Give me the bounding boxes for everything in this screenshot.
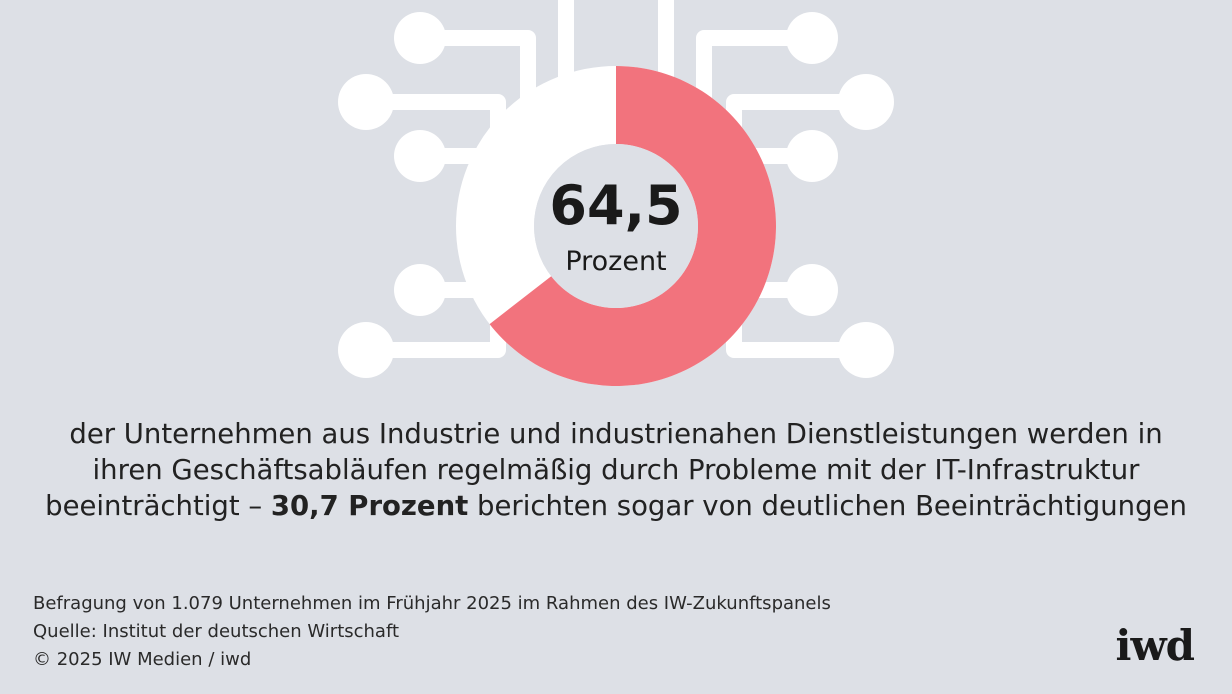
survey-note: Befragung von 1.079 Unternehmen im Frühj… xyxy=(33,593,831,614)
circuit-chip-icon xyxy=(338,0,894,378)
donut-chart: 64,5 Prozent xyxy=(338,0,894,386)
circuit-pad xyxy=(394,264,446,316)
caption: der Unternehmen aus Industrie und indust… xyxy=(30,416,1202,524)
copyright-note: © 2025 IW Medien / iwd xyxy=(33,649,252,670)
caption-line-3-start: beeinträchtigt – xyxy=(45,490,271,522)
circuit-pad xyxy=(838,74,894,130)
caption-line-3-end: berichten sogar von deutlichen Beeinträc… xyxy=(468,490,1187,522)
circuit-pad xyxy=(838,322,894,378)
circuit-trace xyxy=(696,30,812,110)
caption-line-3: beeinträchtigt – 30,7 Prozent berichten … xyxy=(30,488,1202,524)
circuit-pad xyxy=(394,12,446,64)
donut-hole xyxy=(534,144,698,308)
center-unit: Prozent xyxy=(565,246,666,277)
donut-segment-value xyxy=(489,65,777,386)
center-value: 64,5 xyxy=(549,174,682,237)
circuit-pad xyxy=(786,130,838,182)
caption-line-1: der Unternehmen aus Industrie und indust… xyxy=(69,418,1163,450)
circuit-pad xyxy=(786,12,838,64)
donut xyxy=(456,65,777,386)
circuit-pad xyxy=(338,322,394,378)
footer: Befragung von 1.079 Unternehmen im Frühj… xyxy=(33,590,831,674)
circuit-pad xyxy=(786,264,838,316)
caption-line-2: ihren Geschäftsabläufen regelmäßig durch… xyxy=(92,454,1140,486)
circuit-pad xyxy=(338,74,394,130)
iwd-logo: iwd xyxy=(1115,621,1195,670)
caption-highlight: 30,7 Prozent xyxy=(270,490,469,522)
circuit-pad xyxy=(394,130,446,182)
circuit-trace xyxy=(420,30,536,110)
source-note: Quelle: Institut der deutschen Wirtschaf… xyxy=(33,621,400,642)
